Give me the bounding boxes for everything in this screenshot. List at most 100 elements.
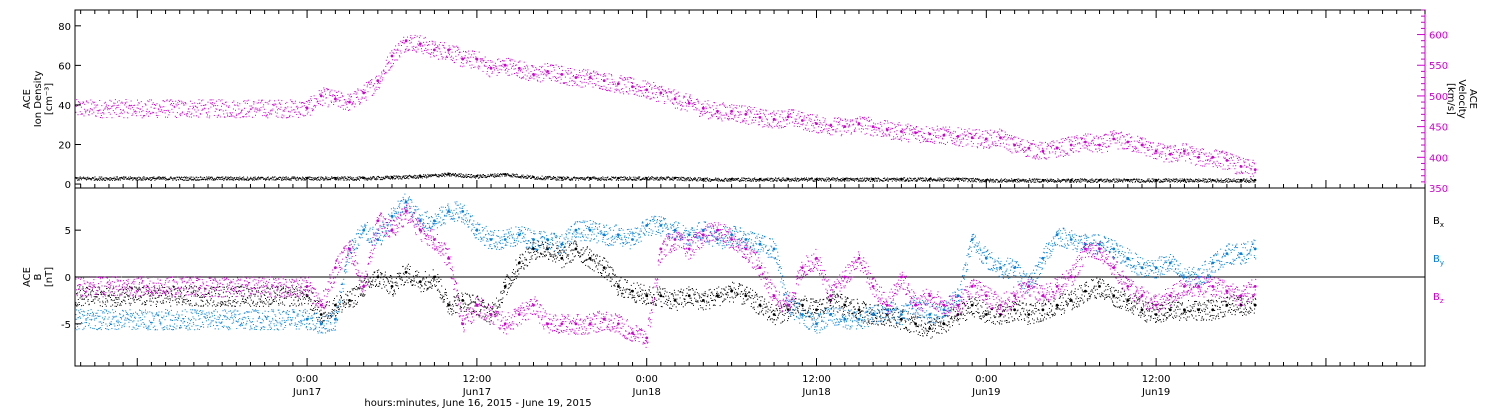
velocity-sample — [286, 101, 288, 103]
velocity-sample — [854, 129, 855, 131]
density-sample — [443, 174, 445, 176]
velocity-sample — [172, 111, 174, 113]
velocity-sample — [306, 113, 308, 115]
velocity-sample — [380, 80, 382, 82]
density-sample — [253, 179, 255, 181]
density-sample — [624, 177, 626, 179]
velocity-sample — [933, 142, 935, 144]
velocity-sample — [1251, 165, 1253, 167]
velocity-sample — [285, 102, 287, 104]
velocity-sample — [489, 66, 491, 68]
velocity-sample — [617, 83, 619, 85]
velocity-sample — [726, 114, 728, 116]
velocity-sample — [1183, 148, 1184, 150]
density-sample — [932, 180, 934, 182]
density-sample — [322, 179, 324, 181]
velocity-sample — [545, 75, 547, 77]
velocity-sample — [837, 122, 839, 123]
density-sample — [180, 179, 182, 180]
velocity-sample — [635, 91, 637, 93]
density-sample — [468, 174, 470, 175]
velocity-sample — [189, 105, 191, 107]
velocity-sample — [1169, 150, 1170, 152]
velocity-sample — [1014, 150, 1016, 152]
density-sample — [803, 178, 805, 179]
velocity-sample — [1094, 144, 1096, 145]
velocity-sample — [1248, 159, 1249, 161]
velocity-sample — [319, 100, 321, 102]
velocity-sample — [959, 134, 961, 136]
velocity-sample — [284, 108, 286, 110]
density-sample — [427, 176, 429, 178]
density-sample — [916, 180, 918, 182]
density-sample — [418, 177, 419, 179]
velocity-sample — [223, 104, 225, 106]
velocity-sample — [1010, 138, 1012, 140]
density-sample — [772, 180, 774, 182]
density-sample — [539, 177, 541, 179]
density-sample — [442, 174, 444, 176]
velocity-sample — [312, 108, 314, 110]
velocity-sample — [791, 117, 793, 118]
velocity-sample — [937, 135, 939, 137]
velocity-sample — [639, 85, 641, 87]
velocity-sample — [90, 108, 92, 110]
velocity-sample — [1144, 138, 1146, 140]
velocity-sample — [460, 62, 462, 64]
velocity-sample — [747, 107, 748, 109]
velocity-sample — [770, 125, 772, 127]
velocity-sample — [443, 46, 445, 48]
velocity-sample — [315, 105, 317, 107]
velocity-sample — [1118, 132, 1120, 134]
velocity-sample — [588, 79, 590, 80]
velocity-sample — [497, 69, 499, 71]
velocity-sample — [597, 81, 599, 83]
velocity-sample — [527, 66, 529, 68]
density-sample — [435, 174, 437, 176]
density-sample — [587, 176, 589, 178]
velocity-sample — [328, 94, 330, 96]
velocity-sample — [538, 77, 540, 79]
velocity-sample — [243, 115, 245, 117]
velocity-sample — [621, 78, 623, 80]
velocity-sample — [1073, 137, 1075, 139]
density-sample — [704, 180, 706, 182]
velocity-sample — [796, 123, 798, 125]
density-sample — [297, 179, 299, 181]
velocity-sample — [567, 73, 568, 75]
velocity-sample — [1190, 147, 1192, 149]
density-sample — [697, 180, 699, 182]
velocity-sample — [438, 48, 440, 50]
velocity-sample — [771, 116, 773, 118]
velocity-sample — [734, 107, 736, 109]
velocity-sample — [384, 72, 386, 74]
velocity-sample — [677, 107, 678, 109]
velocity-sample — [152, 111, 154, 113]
density-sample — [905, 180, 907, 182]
velocity-sample — [1157, 148, 1159, 150]
velocity-sample — [1146, 149, 1148, 151]
velocity-sample — [1002, 138, 1004, 140]
velocity-sample — [660, 91, 662, 93]
density-sample — [929, 180, 931, 182]
density-sample — [349, 177, 351, 178]
velocity-sample — [637, 84, 639, 86]
density-sample — [356, 176, 358, 178]
velocity-sample — [1133, 140, 1135, 142]
velocity-sample — [132, 105, 134, 106]
density-sample — [635, 177, 637, 179]
velocity-sample — [1218, 162, 1220, 164]
velocity-sample — [626, 91, 627, 92]
velocity-sample — [1134, 145, 1136, 147]
velocity-sample — [1089, 142, 1091, 144]
density-sample — [641, 178, 643, 179]
velocity-sample — [146, 108, 148, 110]
density-sample — [628, 179, 630, 181]
velocity-sample — [888, 127, 889, 129]
velocity-sample — [631, 82, 633, 83]
velocity-sample — [1020, 144, 1022, 146]
velocity-sample — [444, 51, 446, 53]
velocity-sample — [1072, 148, 1074, 149]
density-sample — [161, 177, 163, 179]
velocity-sample — [531, 77, 533, 79]
